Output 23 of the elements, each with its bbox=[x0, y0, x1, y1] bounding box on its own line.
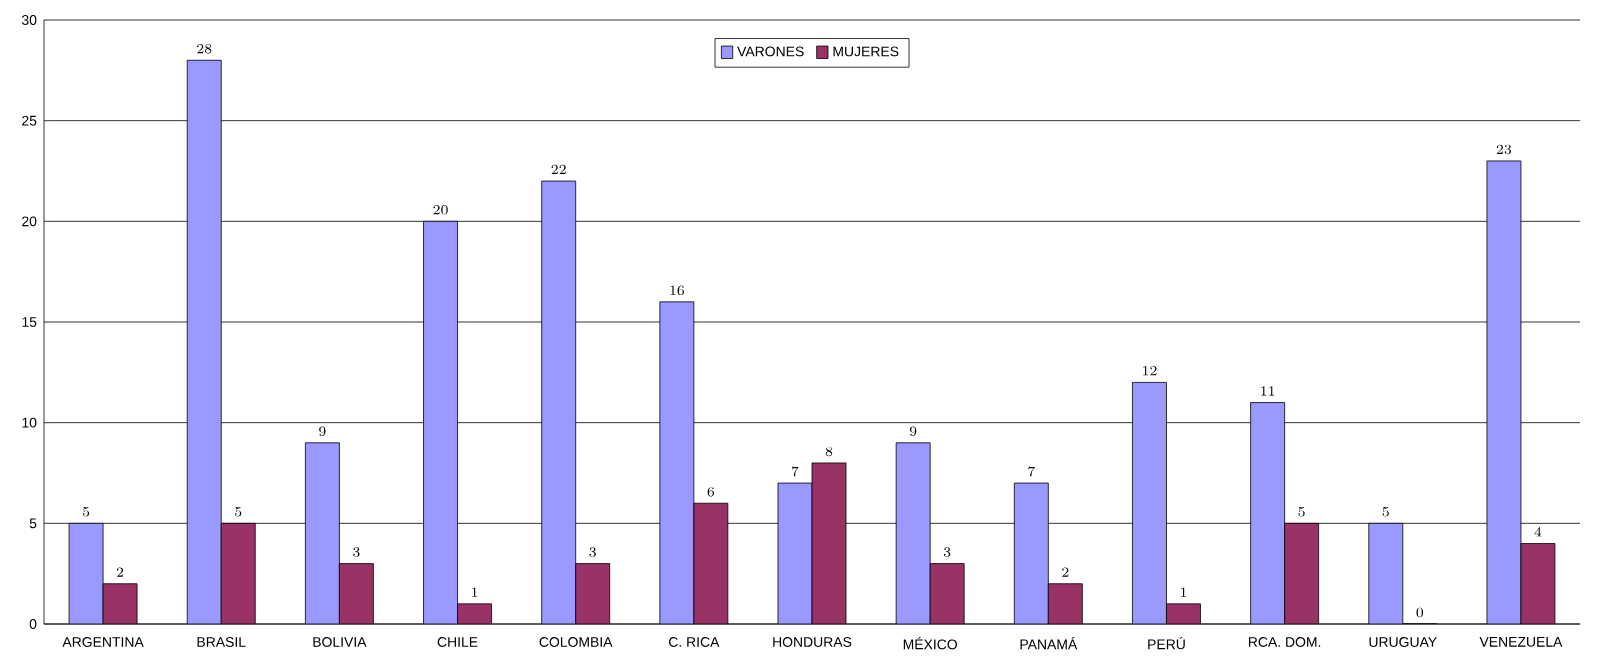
bar bbox=[102, 583, 138, 624]
bar bbox=[68, 522, 104, 624]
bar bbox=[575, 563, 611, 624]
bar bbox=[1368, 522, 1404, 624]
bar bbox=[541, 180, 577, 624]
bar bbox=[777, 482, 813, 624]
bar bbox=[1013, 482, 1049, 624]
bar bbox=[659, 301, 695, 624]
bar bbox=[1284, 522, 1320, 624]
bar bbox=[186, 59, 222, 624]
bar bbox=[693, 502, 729, 624]
bar bbox=[304, 442, 340, 624]
bar bbox=[1520, 543, 1556, 624]
bar bbox=[811, 462, 847, 624]
bar bbox=[1250, 402, 1286, 624]
bar bbox=[1132, 382, 1167, 624]
bar bbox=[895, 442, 931, 624]
bar bbox=[1047, 583, 1083, 624]
bar bbox=[423, 220, 458, 624]
bar bbox=[338, 563, 374, 624]
bar bbox=[929, 563, 965, 624]
bar bbox=[220, 522, 256, 624]
bar bbox=[1486, 160, 1522, 624]
